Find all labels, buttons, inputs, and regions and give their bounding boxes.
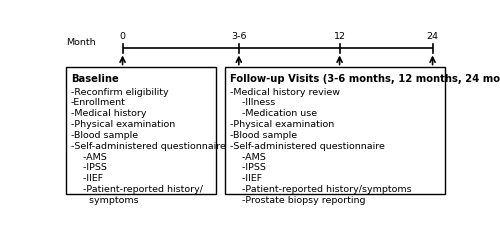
Text: -Blood sample: -Blood sample [230,131,297,140]
FancyBboxPatch shape [66,67,216,194]
Text: 24: 24 [426,32,438,41]
Text: -Blood sample: -Blood sample [71,131,138,140]
Text: symptoms: symptoms [71,196,138,205]
Text: -Self-administered questionnaire: -Self-administered questionnaire [230,142,385,151]
Text: -AMS: -AMS [71,153,107,162]
Text: Baseline: Baseline [71,74,119,84]
Text: -Medical history: -Medical history [71,109,146,118]
Text: 0: 0 [120,32,126,41]
Text: -Patient-reported history/symptoms: -Patient-reported history/symptoms [230,185,412,194]
Text: -Self-administered questionnaire: -Self-administered questionnaire [71,142,226,151]
Text: -Prostate biopsy reporting: -Prostate biopsy reporting [230,196,366,205]
Text: -Enrollment: -Enrollment [71,98,126,107]
Text: 3-6: 3-6 [231,32,246,41]
Text: -Medical history review: -Medical history review [230,88,340,96]
Text: Follow-up Visits (3-6 months, 12 months, 24 months): Follow-up Visits (3-6 months, 12 months,… [230,74,500,84]
FancyBboxPatch shape [225,67,446,194]
Text: -Medication use: -Medication use [230,109,317,118]
Text: -IIEF: -IIEF [230,174,262,183]
Text: -Patient-reported history/: -Patient-reported history/ [71,185,203,194]
Text: Month: Month [66,38,96,47]
Text: -IPSS: -IPSS [230,163,266,172]
Text: 12: 12 [334,32,345,41]
Text: -Reconfirm eligibility: -Reconfirm eligibility [71,88,168,96]
Text: -IIEF: -IIEF [71,174,103,183]
Text: -Illness: -Illness [230,98,275,107]
Text: -Physical examination: -Physical examination [71,120,176,129]
Text: -AMS: -AMS [230,153,266,162]
Text: -Physical examination: -Physical examination [230,120,334,129]
Text: -IPSS: -IPSS [71,163,107,172]
